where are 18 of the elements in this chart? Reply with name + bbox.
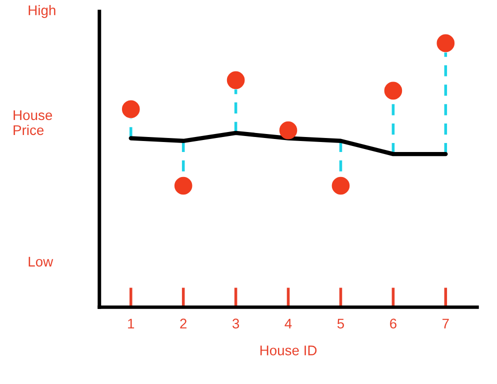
- x-tick-label: 3: [232, 318, 240, 329]
- x-tick-label: 6: [390, 318, 396, 329]
- text: Low: [28, 256, 54, 267]
- x-axis-title: House ID: [260, 346, 317, 356]
- x-tick-label: 4: [284, 318, 292, 328]
- point: [384, 82, 402, 100]
- text: High: [28, 5, 56, 18]
- x-tick-label: 7: [442, 318, 449, 328]
- point: [122, 100, 140, 118]
- point: [226, 71, 245, 90]
- x-tick-label: 5: [337, 318, 344, 329]
- point: [279, 121, 298, 140]
- x-tick-label: 1: [128, 318, 134, 328]
- point: [174, 176, 192, 195]
- point: [332, 176, 350, 195]
- point: [436, 34, 455, 52]
- y-axis-title: House Price: [14, 110, 52, 136]
- x-tick-label: 2: [180, 318, 187, 328]
